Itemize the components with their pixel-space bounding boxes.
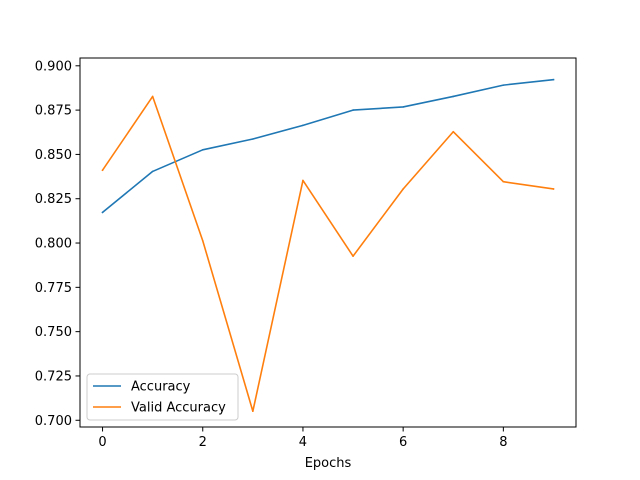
data-point [402, 188, 404, 190]
plot-area [79, 57, 577, 428]
legend-label: Accuracy [131, 380, 191, 395]
data-point [101, 169, 104, 171]
x-tick-label: 0 [98, 435, 106, 450]
data-point [252, 410, 254, 413]
data-point [402, 106, 404, 108]
y-axis-ticks: 0.700 0.725 0.750 0.775 0.800 0.825 0.850 0.875… [35, 59, 80, 429]
y-tick-label: 0.825 [35, 192, 72, 207]
data-point [151, 95, 154, 98]
series-line-valid-accuracy [101, 95, 555, 413]
data-point [352, 109, 354, 111]
data-point [452, 95, 455, 98]
x-axis-label: Epochs [305, 456, 352, 471]
y-tick-label: 0.800 [35, 237, 72, 252]
data-point [552, 188, 555, 190]
y-tick-label: 0.750 [35, 325, 72, 340]
x-tick-label: 6 [399, 435, 407, 450]
data-point [502, 84, 505, 86]
series-line-accuracy [101, 78, 555, 214]
x-tick-label: 4 [299, 435, 307, 450]
legend-box [86, 373, 239, 421]
data-point [101, 211, 104, 214]
legend-label: Valid Accuracy [131, 401, 226, 416]
data-point [352, 255, 354, 257]
y-tick-label: 0.850 [35, 148, 72, 163]
data-point [252, 138, 254, 140]
x-axis-ticks: 0 2 4 6 8 [98, 427, 507, 450]
plot-frame [79, 57, 577, 428]
data-point [502, 180, 505, 183]
x-tick-label: 2 [199, 435, 207, 450]
y-tick-label: 0.725 [35, 369, 72, 384]
data-point [552, 78, 555, 81]
data-point [302, 124, 304, 127]
data-point [201, 239, 204, 242]
data-point [201, 149, 204, 151]
data-point [302, 179, 304, 182]
x-tick-label: 8 [499, 435, 507, 450]
data-point [452, 130, 455, 133]
y-tick-label: 0.775 [35, 281, 72, 296]
data-point [151, 170, 154, 173]
y-tick-label: 0.900 [35, 59, 72, 74]
legend: Accuracy Valid Accuracy [86, 373, 239, 421]
series-lines [101, 78, 555, 413]
y-tick-label: 0.875 [35, 104, 72, 119]
y-tick-label: 0.700 [35, 414, 72, 429]
